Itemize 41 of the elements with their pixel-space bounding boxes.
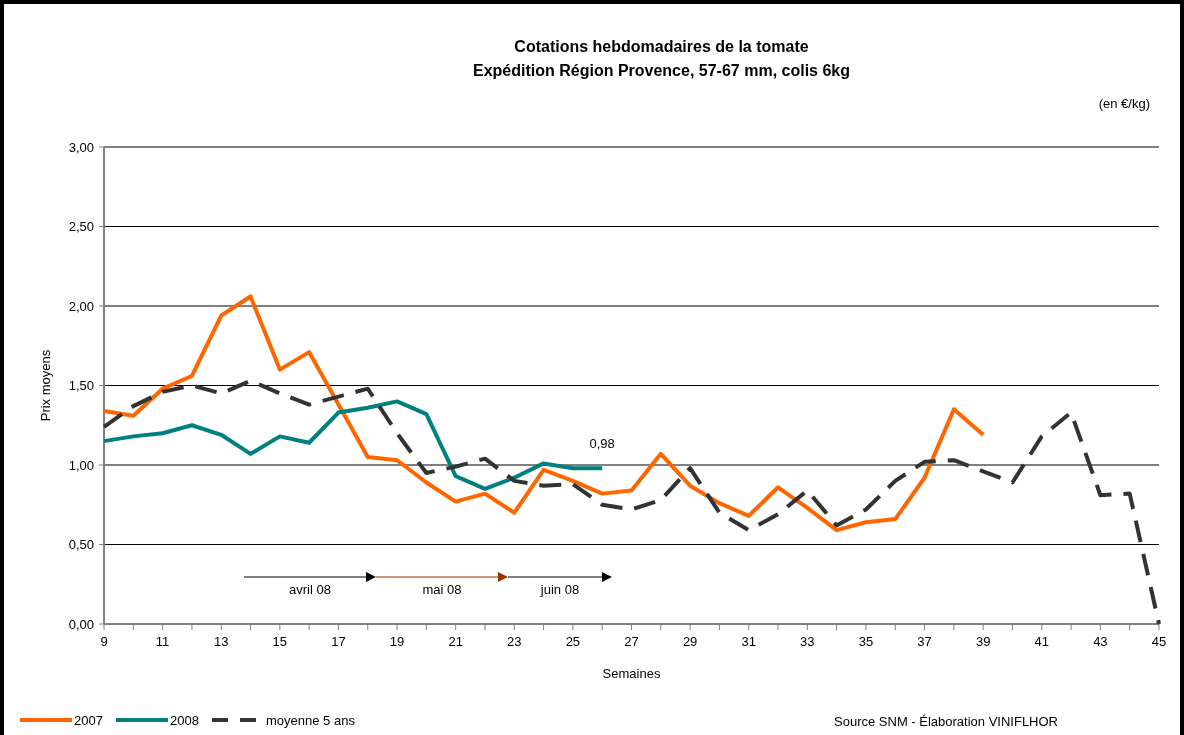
legend-label: moyenne 5 ans [266, 712, 356, 728]
x-tick-label: 17 [331, 634, 346, 649]
line-series [102, 378, 1161, 626]
annotation: juin 08 [539, 582, 580, 597]
line-series [102, 294, 986, 533]
annotation: 0,98 [589, 436, 615, 452]
x-tick-label: 43 [1093, 634, 1108, 649]
y-tick-label: 2,50 [68, 219, 94, 235]
x-tick-label: 19 [389, 634, 405, 649]
x-tick-label: 27 [624, 634, 639, 649]
legend-label: 2008 [170, 712, 199, 728]
x-tick-label: 35 [858, 634, 874, 649]
chart-subtitle: Expédition Région Provence, 57-67 mm, colis 6kg [472, 62, 851, 79]
y-tick-label: 0,00 [68, 616, 94, 632]
y-tick-label: 0,50 [68, 537, 94, 553]
y-axis-title: Prix moyens [38, 349, 53, 422]
x-tick-label: 25 [565, 634, 581, 649]
y-tick-label: 1,00 [68, 457, 94, 473]
x-tick-label: 13 [213, 634, 229, 649]
x-tick-label: 37 [917, 634, 932, 649]
y-tick-label: 2,00 [68, 298, 94, 314]
x-tick-label: 11 [155, 634, 170, 649]
x-tick-label: 33 [800, 634, 815, 649]
x-tick-label: 31 [741, 634, 756, 649]
x-tick-label: 41 [1034, 634, 1050, 649]
legend-label: 2007 [74, 712, 103, 728]
text: (en €/kg) [1098, 96, 1150, 111]
x-tick-label: 39 [975, 634, 991, 649]
y-tick-label: 3,00 [68, 139, 94, 155]
annotation: mai 08 [422, 582, 462, 597]
y-tick-label: 1,50 [68, 378, 94, 394]
x-axis-title: Semaines [602, 666, 661, 681]
source-note: Source SNM - Élaboration VINIFLHOR [834, 714, 1058, 729]
x-tick-label: 9 [100, 634, 108, 649]
x-tick-label: 21 [448, 634, 463, 649]
annotation: avril 08 [289, 582, 331, 597]
x-tick-label: 45 [1151, 634, 1167, 649]
x-tick-label: 15 [272, 634, 288, 649]
x-tick-label: 23 [507, 634, 522, 649]
chart-title: Cotations hebdomadaires de la tomate [514, 38, 809, 55]
x-tick-label: 29 [682, 634, 698, 649]
